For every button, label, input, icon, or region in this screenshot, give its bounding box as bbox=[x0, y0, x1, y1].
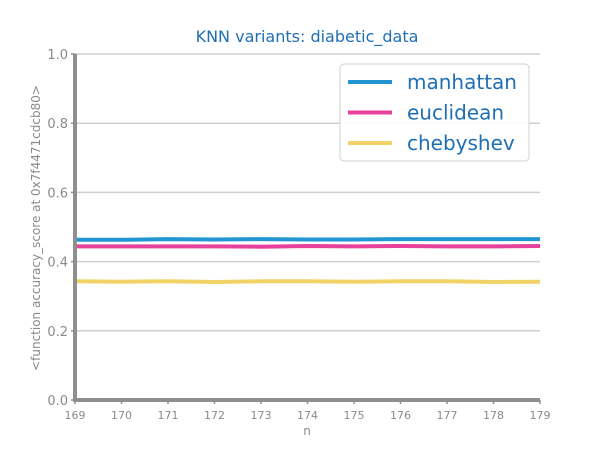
y-tick-labels: 0.0 0.2 0.4 0.6 0.8 1.0 bbox=[47, 48, 75, 409]
x-tick-label: 172 bbox=[204, 409, 225, 422]
legend-box bbox=[339, 63, 530, 162]
x-tick-label: 175 bbox=[344, 409, 365, 422]
x-tick-label: 179 bbox=[530, 409, 551, 422]
legend: manhattan euclidean chebyshev bbox=[339, 63, 530, 162]
series-group bbox=[74, 237, 541, 284]
y-tick-label: 0.0 bbox=[47, 394, 68, 409]
chart-title: KNN variants: diabetic_data bbox=[196, 27, 419, 47]
axes bbox=[73, 54, 540, 402]
y-axis-label: <function accuracy_score at 0x7f4471cdcb… bbox=[29, 85, 43, 371]
x-tick-label: 173 bbox=[251, 409, 272, 422]
legend-label-euclidean: euclidean bbox=[407, 101, 504, 125]
y-tick-label: 0.4 bbox=[47, 256, 68, 271]
x-tick-label: 170 bbox=[111, 409, 132, 422]
y-tick-label: 0.8 bbox=[47, 117, 68, 132]
x-tick-label: 169 bbox=[65, 409, 86, 422]
y-tick-label: 0.2 bbox=[47, 325, 68, 340]
y-tick-label: 0.6 bbox=[47, 186, 68, 201]
series-line-euclidean bbox=[75, 244, 541, 249]
legend-label-chebyshev: chebyshev bbox=[407, 131, 515, 155]
x-tick-labels: 169 170 171 172 173 174 175 176 177 178 179 bbox=[65, 400, 551, 422]
x-tick-label: 176 bbox=[390, 409, 411, 422]
series-line-chebyshev bbox=[74, 279, 541, 284]
x-tick-label: 177 bbox=[437, 409, 458, 422]
x-tick-label: 171 bbox=[158, 409, 179, 422]
x-tick-label: 174 bbox=[297, 409, 318, 422]
x-axis-label: n bbox=[303, 424, 311, 438]
series-line-manhattan bbox=[75, 237, 540, 242]
legend-label-manhattan: manhattan bbox=[407, 70, 517, 94]
y-tick-label: 1.0 bbox=[47, 48, 68, 63]
x-tick-label: 178 bbox=[483, 409, 504, 422]
